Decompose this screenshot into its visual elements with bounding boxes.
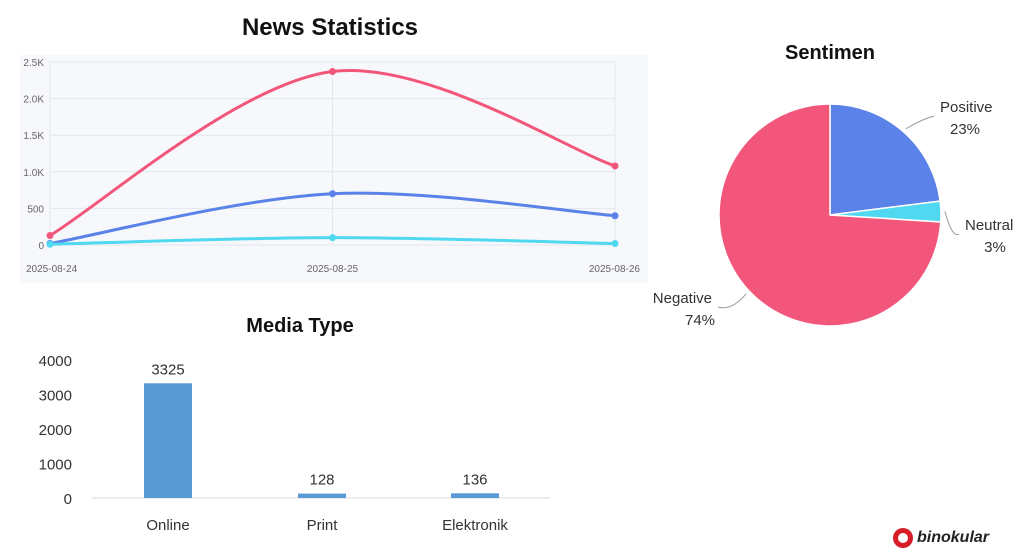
bar-print: [298, 493, 346, 498]
y-tick-label: 0: [38, 241, 44, 252]
bar-value-label: 3325: [151, 361, 184, 378]
pie-chart-title: Sentimen: [784, 42, 876, 64]
x-tick-label: 2025-08-26: [589, 264, 641, 275]
y-tick-label: 4000: [39, 353, 72, 370]
bar-chart-title: Media Type: [246, 315, 354, 337]
pie-slice-negative: [718, 103, 942, 327]
pie-value-negative: 74%: [685, 312, 715, 329]
sentimen-chart: Positive 23% Neutral 3% Negative 74%: [653, 99, 1014, 329]
bar-value-label: 136: [462, 471, 487, 488]
series-2-point-1: [329, 234, 336, 242]
media-type-chart: 0 1000 2000 3000 4000 3325 Online 128 Print 136 El…: [39, 353, 550, 534]
x-category-label: Print: [307, 517, 339, 534]
series-1-point-2: [611, 212, 619, 220]
series-2-point-2: [611, 240, 619, 248]
y-tick-label: 1.0K: [23, 168, 44, 179]
bar-online: [144, 383, 192, 498]
series-0-point-1: [329, 68, 336, 76]
line-chart-title: News Statistics: [241, 14, 419, 41]
bar-value-label: 128: [309, 472, 334, 489]
x-tick-label: 2025-08-25: [307, 264, 359, 275]
series-2-point-0: [46, 240, 54, 248]
x-tick-label: 2025-08-24: [26, 264, 78, 275]
brand-logo: binokular: [893, 526, 1021, 550]
y-tick-label: 2000: [39, 422, 72, 439]
series-0-point-0: [46, 231, 54, 239]
pie-label-neutral: Neutral: [965, 217, 1013, 234]
y-tick-label: 1000: [39, 457, 72, 474]
pie-slice-positive: [829, 103, 941, 216]
pie-value-positive: 23%: [950, 121, 980, 138]
brand-name: binokular: [917, 529, 990, 546]
pie-leader-line: [905, 115, 935, 130]
x-category-label: Elektronik: [442, 517, 508, 534]
bar-elektronik: [451, 493, 499, 498]
pie-leader-line: [944, 211, 960, 236]
y-tick-label: 1.5K: [23, 131, 44, 142]
pie-label-negative: Negative: [653, 290, 712, 307]
pie-value-neutral: 3%: [984, 239, 1006, 256]
binokular-logo-icon: [893, 528, 913, 548]
series-1-point-1: [329, 190, 336, 198]
y-tick-label: 3000: [39, 388, 72, 405]
news-statistics-chart: 0 500 1.0K 1.5K 2.0K 2.5K 2025-08-24 2025-08-25…: [20, 55, 648, 283]
pie-leader-line: [717, 293, 747, 309]
plot-background: [20, 55, 648, 283]
y-tick-label: 500: [27, 204, 44, 215]
y-tick-label: 2.5K: [23, 58, 44, 69]
y-tick-label: 0: [64, 491, 72, 508]
series-0-point-2: [611, 162, 619, 170]
pie-label-positive: Positive: [940, 99, 993, 116]
x-category-label: Online: [146, 517, 189, 534]
y-tick-label: 2.0K: [23, 95, 44, 106]
